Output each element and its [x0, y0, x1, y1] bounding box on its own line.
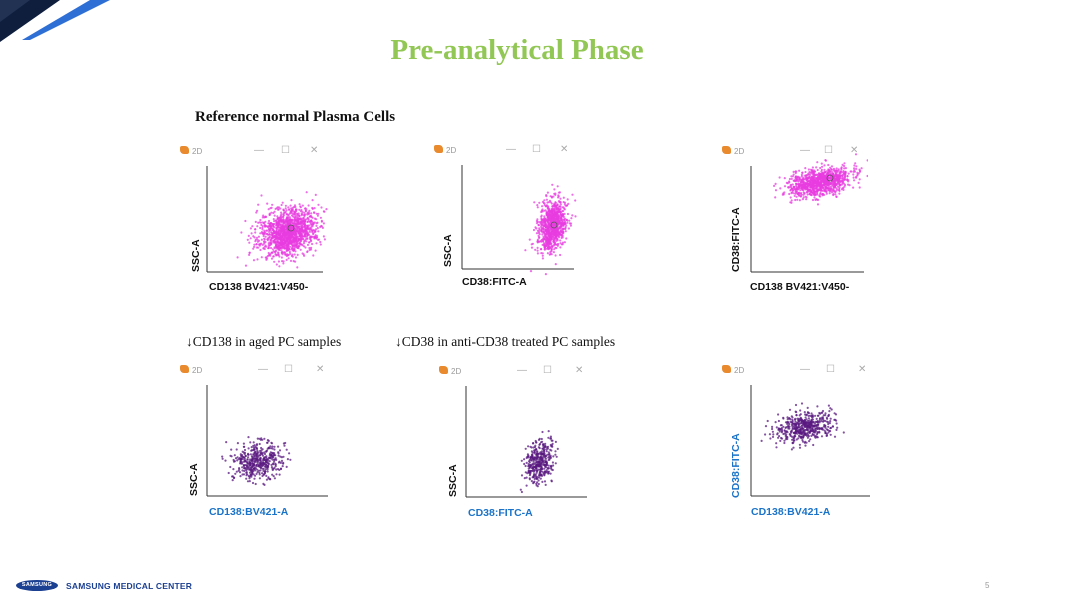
app-logo-icon — [722, 365, 731, 373]
y-axis-label: SSC-A — [190, 239, 202, 272]
x-axis-label: CD138 BV421:V450- — [750, 281, 850, 293]
x-axis-label: CD138:BV421-A — [209, 506, 289, 518]
y-axis-label: SSC-A — [188, 463, 200, 496]
plot-panel-2: 2D — ☐ ✕ SSC-A CD38:FITC-A — [432, 143, 578, 291]
minimize-icon[interactable]: — — [800, 364, 810, 375]
page-number: 5 — [985, 581, 990, 590]
note-cd38-treated: ↓CD38 in anti-CD38 treated PC samples — [395, 334, 616, 349]
close-icon[interactable]: ✕ — [310, 145, 319, 156]
minimize-icon[interactable]: — — [800, 145, 810, 156]
app-logo-icon — [434, 145, 443, 153]
plot-panel-4: 2D — ☐ ✕ SSC-A CD138:BV421-A — [178, 363, 334, 520]
page-title: Pre-analytical Phase — [390, 34, 644, 66]
maximize-icon[interactable]: ☐ — [281, 145, 290, 156]
app-logo-icon — [439, 366, 448, 374]
cell-cloud — [760, 402, 845, 451]
plot-panel-6: 2D — ☐ ✕ CD38:FITC-A CD138:BV421-A — [720, 363, 876, 520]
maximize-icon[interactable]: ☐ — [543, 365, 552, 376]
close-icon[interactable]: ✕ — [858, 364, 867, 375]
plot-panel-1: 2D — ☐ ✕ SSC-A CD138 BV421:V450- — [178, 144, 328, 296]
cell-cloud — [524, 183, 577, 276]
samsung-logo: SAMSUNG — [16, 580, 58, 591]
y-axis-label: SSC-A — [447, 464, 459, 497]
maximize-icon[interactable]: ☐ — [826, 364, 835, 375]
maximize-icon[interactable]: ☐ — [284, 364, 293, 375]
x-axis-label: CD38:FITC-A — [462, 276, 527, 288]
close-icon[interactable]: ✕ — [560, 144, 569, 155]
window-bar: 2D — ☐ ✕ — [178, 144, 328, 160]
close-icon[interactable]: ✕ — [575, 365, 584, 376]
window-tag: 2D — [451, 367, 462, 376]
cell-cloud — [236, 191, 328, 269]
x-axis-label: CD38:FITC-A — [468, 507, 533, 519]
plot-panel-3: 2D — ☐ ✕ CD38:FITC-A CD138 BV421:V450- — [720, 144, 868, 296]
minimize-icon[interactable]: — — [506, 144, 516, 155]
plot-panel-5: 2D — ☐ ✕ SSC-A CD38:FITC-A — [437, 364, 593, 521]
window-bar: 2D — ☐ ✕ — [437, 364, 593, 380]
app-logo-icon — [722, 146, 731, 154]
scatter-plot — [750, 153, 868, 273]
scatter-plot — [750, 385, 870, 497]
close-icon[interactable]: ✕ — [850, 145, 859, 156]
maximize-icon[interactable]: ☐ — [532, 144, 541, 155]
maximize-icon[interactable]: ☐ — [824, 145, 833, 156]
scatter-plot — [206, 385, 328, 497]
window-bar: 2D — ☐ ✕ — [720, 144, 868, 160]
x-axis-label: CD138:BV421-A — [751, 506, 831, 518]
footer-org-name: SAMSUNG MEDICAL CENTER — [66, 581, 193, 591]
corner-decoration — [0, 0, 110, 42]
close-icon[interactable]: ✕ — [316, 364, 325, 375]
window-tag: 2D — [192, 366, 203, 375]
app-logo-icon — [180, 365, 189, 373]
app-logo-icon — [180, 146, 189, 154]
scatter-plot — [461, 165, 577, 276]
window-bar: 2D — ☐ ✕ — [178, 363, 334, 379]
cell-cloud — [221, 436, 292, 486]
window-bar: 2D — ☐ ✕ — [432, 143, 578, 159]
y-axis-label: CD38:FITC-A — [730, 433, 742, 498]
scatter-plot — [206, 166, 328, 273]
cell-cloud — [773, 153, 868, 206]
window-tag: 2D — [192, 147, 203, 156]
window-tag: 2D — [734, 366, 745, 375]
note-cd138-aged: ↓CD138 in aged PC samples — [186, 334, 342, 349]
section-subtitle: Reference normal Plasma Cells — [195, 109, 396, 125]
window-tag: 2D — [446, 146, 457, 155]
x-axis-label: CD138 BV421:V450- — [209, 281, 309, 293]
y-axis-label: CD38:FITC-A — [730, 207, 742, 272]
cell-cloud — [519, 430, 559, 494]
minimize-icon[interactable]: — — [254, 145, 264, 156]
scatter-plot — [465, 386, 587, 498]
window-tag: 2D — [734, 147, 745, 156]
window-bar: 2D — ☐ ✕ — [720, 363, 876, 379]
minimize-icon[interactable]: — — [258, 364, 268, 375]
y-axis-label: SSC-A — [442, 234, 454, 267]
minimize-icon[interactable]: — — [517, 365, 527, 376]
